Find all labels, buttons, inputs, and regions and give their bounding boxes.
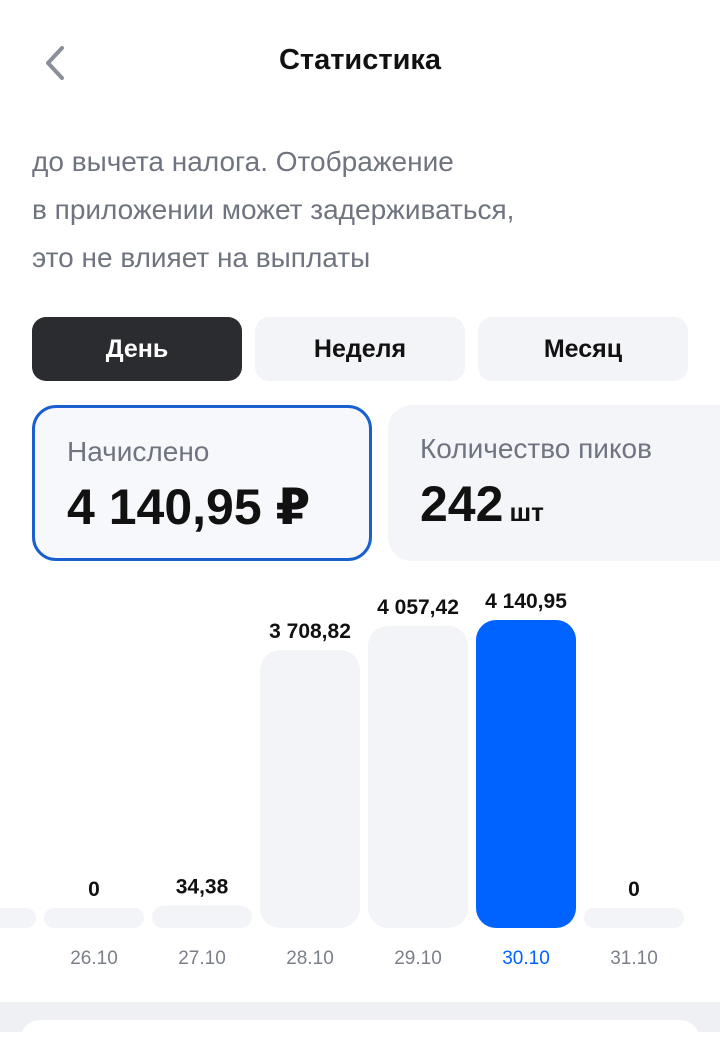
bar — [368, 625, 468, 928]
screen-title: Статистика — [278, 44, 442, 76]
value-label: 0 — [88, 878, 100, 901]
tab[interactable]: Неделя — [255, 317, 465, 381]
back-button[interactable] — [40, 44, 70, 84]
x-tick-label: 29.10 — [394, 948, 442, 969]
x-tick-label: 26.10 — [70, 948, 118, 969]
page: Статистика до вычета налога. Отображение… — [0, 44, 720, 1032]
partial-bar — [0, 908, 36, 928]
tab[interactable]: Месяц — [478, 317, 688, 381]
card-unit: шт — [509, 497, 544, 527]
bar — [44, 908, 144, 928]
value-label: 4 057,42 — [377, 596, 459, 619]
card-value: 4 140,95 ₽ — [67, 479, 311, 535]
value-label: 3 708,82 — [269, 620, 351, 643]
card-label: Количество пиков — [420, 433, 652, 464]
x-tick-label: 28.10 — [286, 948, 334, 969]
intro-line: в приложении может задерживаться, — [32, 194, 515, 225]
bar — [152, 905, 252, 928]
intro-line: до вычета налога. Отображение — [32, 146, 454, 177]
summary-card[interactable]: Начислено 4 140,95 ₽ — [32, 405, 372, 561]
chart: 0 26.10 34,38 27.10 3 708,82 28.10 4 057,42 29.… — [0, 590, 684, 969]
summary-card[interactable]: Количество пиков 242 шт — [388, 405, 720, 561]
next-card — [20, 1020, 700, 1060]
value-label: 4 140,95 — [485, 590, 567, 613]
card-number: 242 — [420, 476, 504, 532]
x-tick-label: 31.10 — [610, 948, 658, 969]
x-tick-label: 30.10 — [502, 948, 550, 969]
card-label: Начислено — [67, 436, 210, 467]
bar — [476, 620, 576, 928]
card-value: 242 шт — [420, 475, 716, 533]
value-label: 0 — [628, 878, 640, 901]
bar — [260, 650, 360, 928]
intro-text: до вычета налога. Отображение в приложен… — [32, 138, 514, 282]
x-tick-label: 27.10 — [178, 948, 226, 969]
bar — [584, 908, 684, 928]
intro-line: это не влияет на выплаты — [32, 242, 371, 273]
value-label: 34,38 — [176, 876, 229, 899]
tab[interactable]: День — [32, 317, 242, 381]
